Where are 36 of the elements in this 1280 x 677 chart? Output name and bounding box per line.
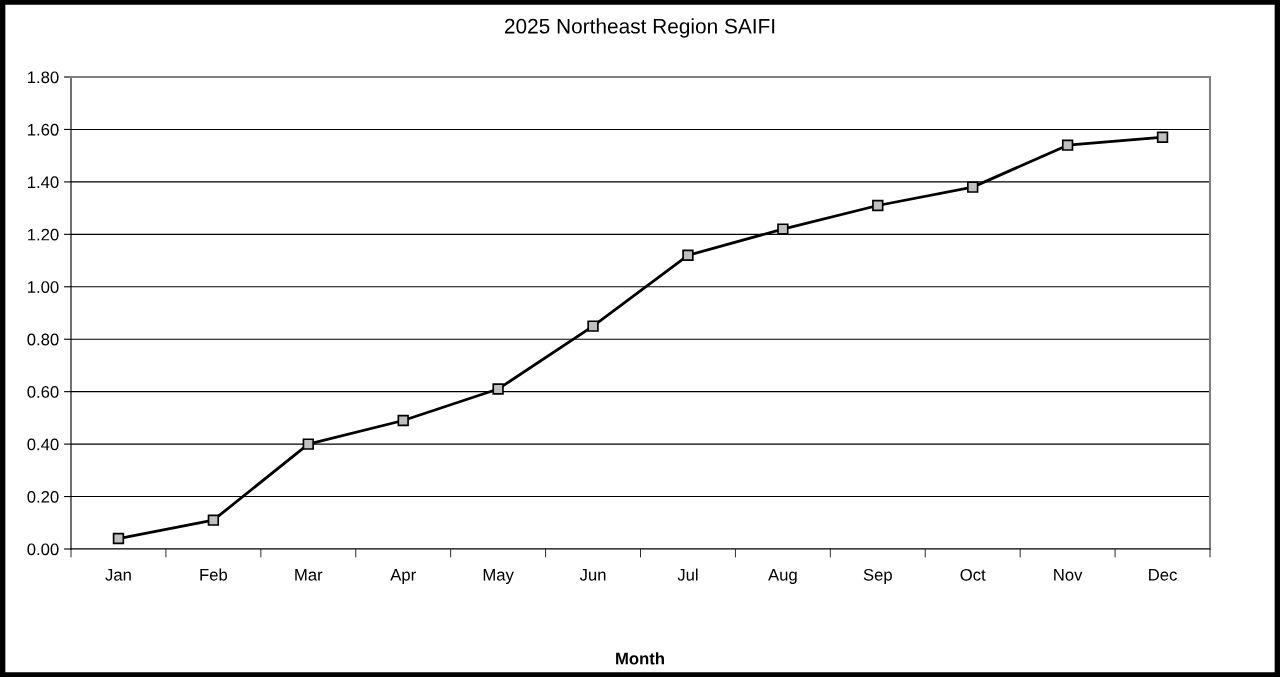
x-tick-label: Jun — [579, 569, 606, 581]
x-tick-label: Mar — [295, 569, 323, 581]
point — [207, 514, 220, 526]
y-tick-label: 0.60 — [27, 386, 59, 398]
x-tick-label: Oct — [960, 568, 986, 581]
point — [492, 383, 504, 395]
y-tick-label: 1.00 — [28, 281, 59, 293]
x-tick-label: Jul — [677, 568, 698, 581]
point — [302, 438, 314, 450]
y-tick-label: 0.80 — [27, 333, 59, 346]
point — [397, 414, 409, 427]
x-tick-label: Sep — [863, 568, 892, 584]
x-tick-label: Feb — [200, 568, 228, 581]
chart-title: 2025 Northeast Region SAIFI — [504, 18, 775, 38]
x-axis-title: Month — [616, 652, 664, 665]
x-tick-label: Dec — [1149, 569, 1177, 581]
point — [967, 181, 979, 193]
x-tick-label: Jan — [105, 569, 131, 581]
point — [112, 532, 125, 545]
y-tick-label: 1.20 — [28, 228, 59, 241]
point — [1156, 131, 1169, 144]
x-tick-label: Apr — [390, 569, 416, 584]
x-tick-label: Nov — [1054, 569, 1083, 581]
x-tick-label: May — [483, 569, 514, 584]
y-tick-label: 0.40 — [27, 438, 59, 451]
y-tick-label: 0.20 — [27, 490, 59, 503]
point — [777, 223, 789, 235]
point — [1061, 139, 1074, 151]
y-tick-label: 1.60 — [28, 123, 59, 136]
x-tick-label: Aug — [768, 569, 797, 584]
y-tick-label: 1.80 — [28, 71, 59, 84]
y-tick-label: 1.40 — [28, 176, 59, 189]
point — [682, 249, 694, 262]
y-tick-label: 0.00 — [27, 543, 59, 556]
point — [872, 199, 884, 212]
point — [587, 320, 599, 332]
